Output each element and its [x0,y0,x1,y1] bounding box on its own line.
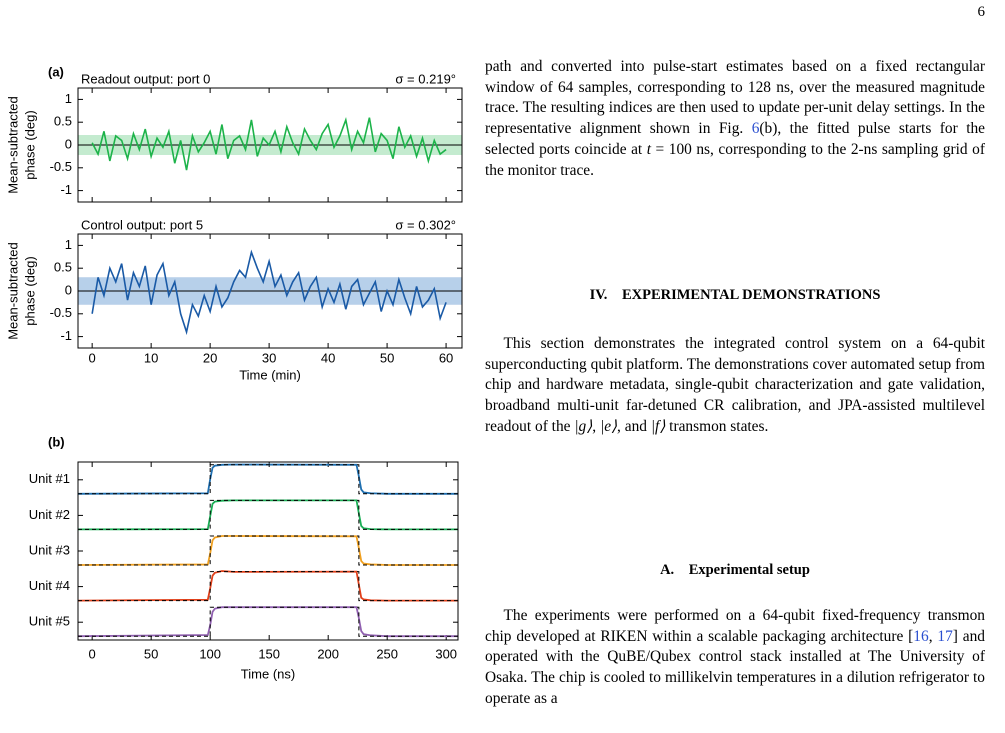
x-tick-label: 100 [199,646,221,661]
math: t [646,140,651,158]
x-axis-label: Time (min) [239,367,301,382]
phase-trace [91,116,447,171]
x-axis-label: Time (ns) [241,666,295,681]
x-tick-label: 60 [439,350,453,365]
x-tick-label: 300 [435,646,457,661]
y-tick-label: 0.5 [54,260,72,275]
text-run: This section demonstrates the integrated… [485,335,985,435]
paragraph: This section demonstrates the integrated… [485,334,985,438]
y-tick-label: 0.5 [54,114,72,129]
y-tick-label: 1 [65,91,72,106]
sigma-label: σ = 0.302° [395,217,456,232]
text-run: , [928,627,938,645]
text-run: transmon states. [665,417,769,435]
text-run: path and converted into pulse-start esti… [485,58,985,138]
axes-frame [77,87,463,203]
x-tick-label: 50 [144,646,158,661]
x-tick-label: 250 [376,646,398,661]
text-run: (b), the fitted pulse starts for the sel… [485,120,985,158]
reference-pulse [78,535,458,566]
subplot-title: Readout output: port 0 [81,71,210,86]
y-tick-label: -0.5 [50,159,72,174]
y-tick-label: Unit #4 [29,578,70,593]
paragraph: path and converted into pulse-start esti… [485,57,985,181]
x-tick-label: 20 [203,350,217,365]
panel-label: (a) [48,64,64,79]
math: |g⟩ [574,417,593,435]
text-run: , [592,417,600,435]
text-run: = 100 ns, corresponding to the 2-ns samp… [485,140,985,179]
text-column: path and converted into pulse-start esti… [485,0,985,733]
x-tick-label: 0 [89,646,96,661]
section-number: IV. [589,287,608,303]
y-tick-label: -1 [60,182,72,197]
y-tick-label: 1 [65,237,72,252]
y-tick-label: Unit #5 [29,614,70,629]
reference-link[interactable]: 6 [751,120,760,138]
section-heading: A. Experimental setup [485,560,985,581]
text-run: , and [617,417,651,435]
reference-pulse [78,499,458,530]
x-tick-label: 30 [262,350,276,365]
axes-frame [77,461,459,641]
reference-pulse [78,571,458,602]
paragraph: The experiments were performed on a 64-q… [485,606,985,710]
reference-pulse [78,464,458,495]
y-tick-label: Unit #1 [29,471,70,486]
section-heading: IV. EXPERIMENTAL DEMONSTRATIONS [485,285,985,306]
subplot-title: Control output: port 5 [81,217,203,232]
panel-label: (b) [48,434,65,449]
x-tick-label: 200 [317,646,339,661]
reference-link[interactable]: 16 [913,627,929,645]
y-tick-label: 0 [65,136,72,151]
sigma-label: σ = 0.219° [395,71,456,86]
y-tick-label: -1 [60,328,72,343]
y-tick-label: 0 [65,282,72,297]
x-tick-label: 10 [144,350,158,365]
y-axis-label: phase (deg) [22,110,37,179]
phase-trace [91,249,447,336]
x-tick-label: 0 [89,350,96,365]
y-axis-label: Mean-subtracted [5,96,20,194]
section-title: EXPERIMENTAL DEMONSTRATIONS [621,287,881,303]
x-tick-label: 50 [380,350,394,365]
pulse-trace [77,499,458,531]
x-tick-label: 40 [321,350,335,365]
y-axis-label: Mean-subtracted [5,242,20,340]
y-tick-label: Unit #2 [29,507,70,522]
pulse-trace [77,606,458,638]
text-run: The experiments were performed on a 64-q… [485,607,985,645]
y-tick-label: -0.5 [50,305,72,320]
section-title: Experimental setup [688,562,810,578]
pulse-trace [77,570,458,602]
pulse-trace [77,463,458,495]
math: |f⟩ [650,417,666,435]
page-number: 6 [977,4,986,20]
math: |e⟩ [599,417,618,435]
text-run: ] and operated with the QuBE/Qubex contr… [485,627,985,707]
axes-frame [77,233,463,349]
reference-pulse [78,606,458,637]
x-tick-label: 150 [258,646,280,661]
y-axis-label: phase (deg) [22,256,37,325]
section-number: A. [660,562,675,578]
reference-link[interactable]: 17 [937,627,953,645]
pulse-trace [77,535,458,566]
y-tick-label: Unit #3 [29,542,70,557]
